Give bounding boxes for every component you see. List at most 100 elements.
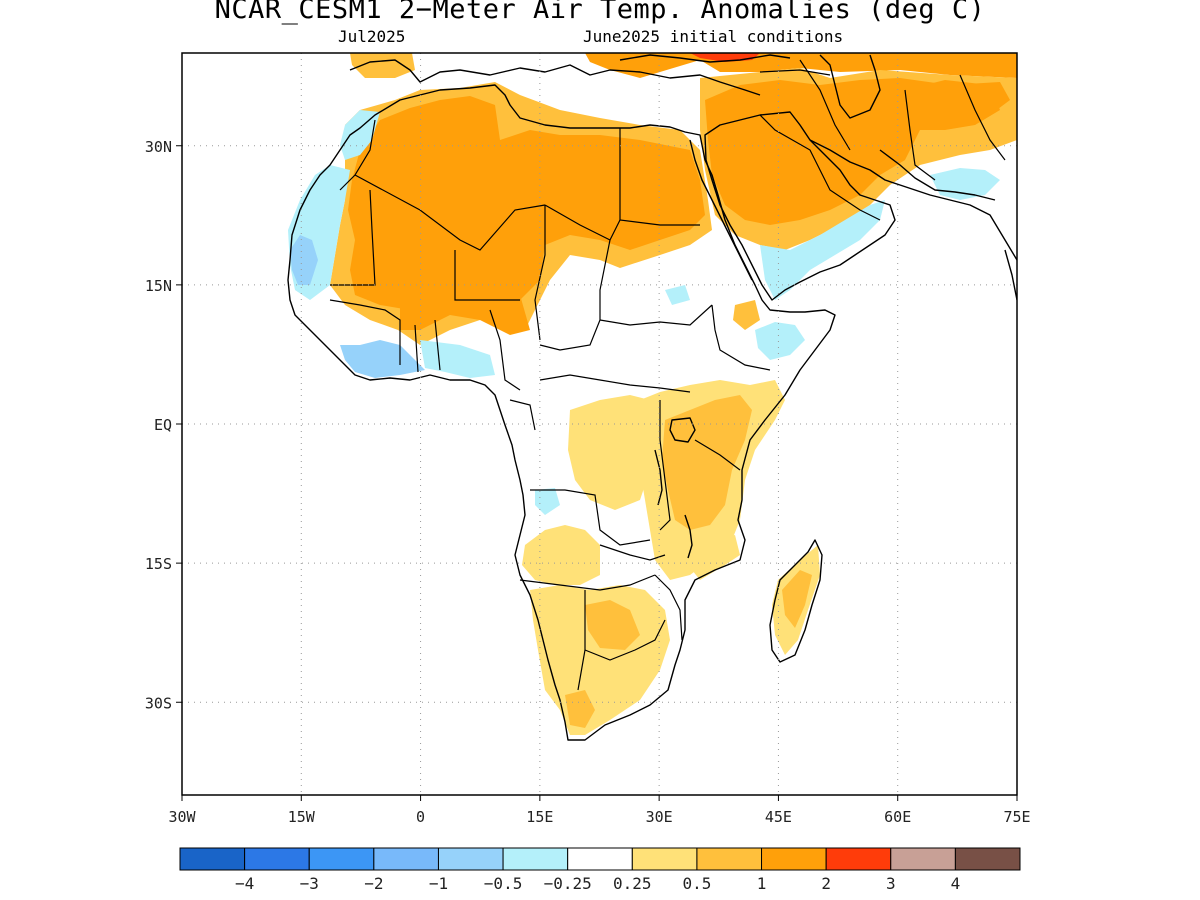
tick-label-lat-3: 15S: [145, 555, 172, 573]
tick-label-lat-2: EQ: [154, 416, 172, 434]
arabia-coastline: [704, 111, 896, 301]
tick-label-lon-0: 30W: [168, 808, 196, 826]
colorbar-swatch-7: [631, 847, 698, 871]
border-kenya-tanzania: [694, 439, 741, 471]
colorbar-label-7: 0.5: [682, 874, 711, 893]
tick-label-lat-4: 30S: [145, 694, 172, 712]
border-sudan-south-sudan: [599, 304, 713, 326]
coastlines: [287, 54, 1017, 741]
valid-month-label: Jul2025: [338, 27, 406, 46]
colorbar-swatch-8: [696, 847, 763, 871]
border-central-africa: [539, 374, 691, 393]
map-area: [182, 53, 1017, 795]
border-afghanistan: [904, 89, 936, 181]
anomaly-patch-sudan-cool: [665, 285, 690, 305]
red-sea-west-coast: [689, 139, 753, 281]
anomaly-patch-sahel-lobe: [400, 290, 530, 335]
border-chad-sudan: [539, 239, 611, 351]
border-benin: [434, 319, 441, 371]
colorbar: −4 −3 −2 −1 −0.5 −0.25 0.25 0.5 1 2 3 4: [179, 847, 1021, 893]
colorbar-swatch-9: [761, 847, 827, 871]
initial-conditions-label: June2025 initial conditions: [583, 27, 844, 46]
lake-victoria: [669, 417, 696, 443]
border-pakistan: [959, 74, 1006, 161]
border-iraq-iran: [799, 59, 851, 151]
colorbar-label-9: 2: [821, 874, 831, 893]
anomaly-patch-zambia-cool: [535, 488, 560, 515]
border-cameroon: [489, 309, 521, 391]
country-borders: [329, 59, 1006, 691]
border-mali-mauritania: [330, 189, 376, 286]
anomaly-patch-west-coast-cooler: [290, 235, 318, 285]
border-ethiopia: [711, 304, 771, 371]
border-drc-south: [530, 489, 651, 546]
border-angola-namibia: [519, 574, 656, 591]
border-botswana-south-africa: [584, 619, 666, 661]
caspian-coastline: [819, 54, 881, 119]
colorbar-label-4: −0.5: [484, 874, 523, 893]
colorbar-label-6: 0.25: [613, 874, 652, 893]
anomaly-patch-guinea-coast-cool: [340, 340, 425, 378]
colorbar-label-11: 4: [951, 874, 961, 893]
tick-label-lon-7: 75E: [1003, 808, 1030, 826]
colorbar-swatch-2: [308, 847, 375, 871]
anomaly-patch-ethiopia-warm: [733, 300, 760, 330]
tick-label-lon-2: 0: [416, 808, 425, 826]
colorbar-label-8: 1: [757, 874, 767, 893]
anomaly-patch-red-sea-cool: [760, 200, 885, 300]
anomaly-patch-cape-core: [565, 690, 595, 728]
southern-india-coastline: [1004, 249, 1017, 301]
colorbar-swatch-4: [437, 847, 504, 871]
anomaly-patch-iran: [905, 80, 1000, 130]
border-turkey: [759, 69, 831, 76]
colorbar-swatch-5: [502, 847, 569, 871]
border-niger-nigeria: [454, 250, 520, 301]
anomaly-patch-horn-cool: [755, 322, 805, 360]
tick-label-lon-3: 15E: [526, 808, 553, 826]
colorbar-swatch-0: [179, 847, 246, 871]
tick-label-lat-0: 30N: [145, 138, 172, 156]
mediterranean-north-coastline: [349, 59, 761, 96]
anomaly-patch-central-africa: [568, 395, 655, 510]
anomaly-patch-mozambique: [688, 535, 740, 580]
anomaly-patch-sahara-core: [348, 96, 705, 310]
colorbar-swatch-6: [567, 847, 633, 871]
border-libya-chad: [544, 204, 621, 241]
border-libya-egypt: [619, 128, 700, 226]
gridlines: [182, 53, 1017, 795]
border-saudi: [759, 114, 881, 221]
border-ghana: [414, 324, 419, 373]
lake-tanganyika: [654, 449, 663, 506]
colorbar-label-5: −0.25: [544, 874, 592, 893]
colorbar-label-2: −2: [364, 874, 383, 893]
border-gabon: [509, 399, 536, 431]
colorbar-swatch-11: [890, 847, 956, 871]
anomaly-patch-angola: [522, 525, 600, 585]
persian-gulf-coastline: [809, 139, 1017, 261]
anomaly-patch-morocco-cool: [340, 110, 380, 160]
tick-label-lon-5: 45E: [765, 808, 792, 826]
tick-label-lon-1: 15W: [288, 808, 316, 826]
border-niger-chad: [534, 205, 546, 341]
colorbar-swatch-12: [954, 847, 1021, 871]
iran-coastline: [879, 149, 996, 201]
anomaly-patch-iberia: [350, 53, 415, 78]
anomaly-patch-iran-coast-cool: [930, 168, 1000, 200]
africa-coastline: [287, 84, 836, 741]
colorbar-swatch-3: [373, 847, 439, 871]
anomaly-patch-madagascar-core: [782, 570, 812, 628]
tick-label-lat-1: 15N: [145, 277, 172, 295]
border-drc-east: [659, 400, 671, 531]
border-algeria-mali: [354, 174, 546, 251]
colorbar-label-10: 3: [886, 874, 896, 893]
axis-ticks: 30W 15W 0 15E 30E 45E 60E 75E 30N 15N EQ 15S 30S: [145, 138, 1031, 826]
border-morocco-algeria: [339, 119, 376, 191]
border-west-africa: [329, 299, 401, 365]
colorbar-label-3: −1: [429, 874, 448, 893]
colorbar-label-1: −3: [300, 874, 319, 893]
anomaly-patch-east-africa-core: [662, 395, 752, 530]
anomaly-patch-guinea-coast-light: [420, 340, 495, 378]
colorbar-swatch-1: [244, 847, 310, 871]
colorbar-label-0: −4: [235, 874, 254, 893]
